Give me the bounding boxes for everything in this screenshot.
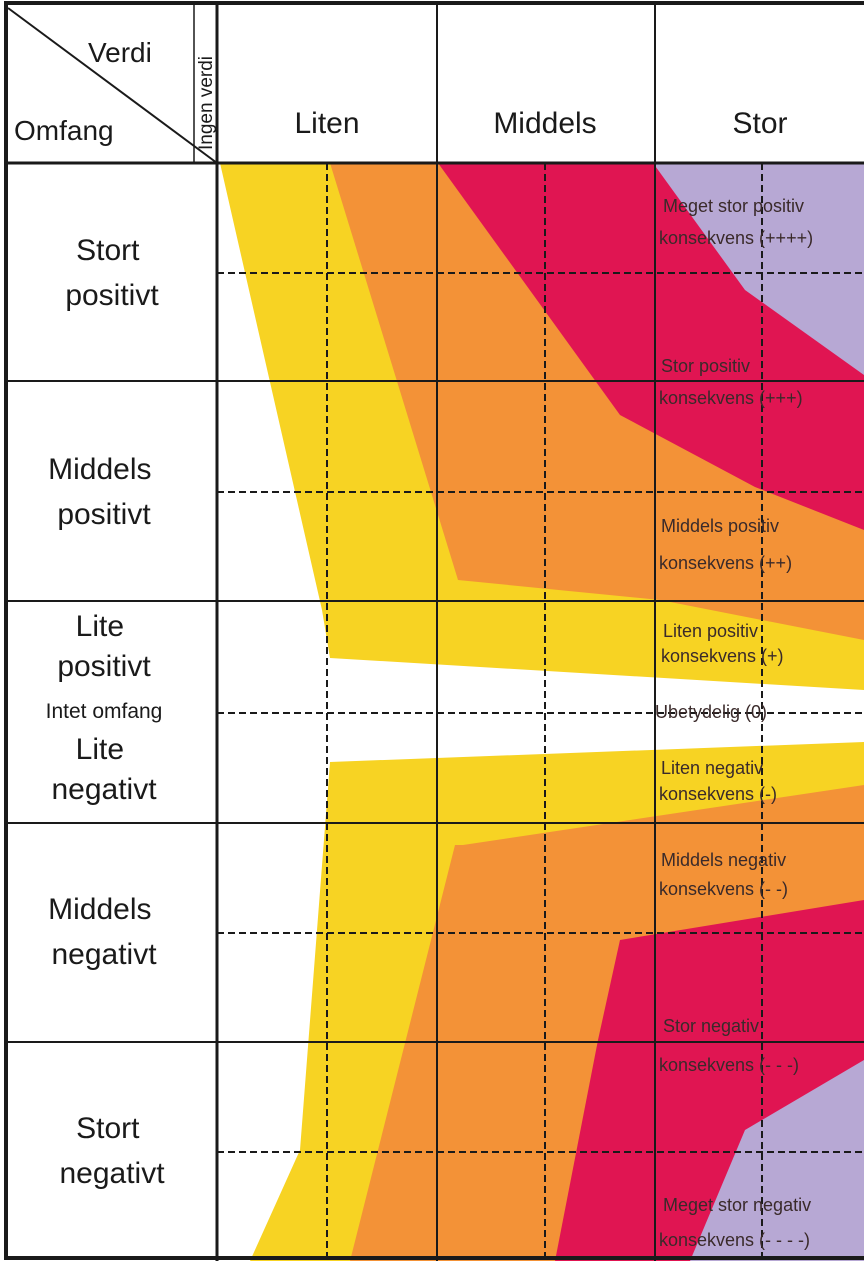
meget-stor-negativ-zone (690, 1060, 864, 1261)
positive-zones (220, 163, 864, 690)
outer-border (4, 1, 864, 1260)
zone-label-stor-negativ: Stor negativ konsekvens (- - -) (659, 1016, 799, 1075)
zone-label-middels-negativ: Middels negativ konsekvens (- -) (659, 850, 791, 899)
row-label-intet-omfang: Intet omfang (46, 700, 163, 723)
column-header-liten: Liten (294, 107, 359, 140)
corner-label-omfang: Omfang (14, 115, 114, 146)
zone-label-meget-stor-positiv: Meget stor positiv konsekvens (++++) (659, 196, 813, 248)
corner-diagonal (7, 7, 218, 164)
zone-label-liten-negativ: Liten negativ konsekvens (-) (659, 758, 777, 804)
zone-label-meget-stor-negativ: Meget stor negativ konsekvens (- - - -) (659, 1195, 816, 1250)
zone-label-liten-positiv: Liten positiv konsekvens (+) (661, 621, 784, 666)
zone-label-stor-positiv: Stor positiv konsekvens (+++) (659, 356, 803, 408)
row-label-lite-positivt: Lite positivt (57, 610, 151, 683)
row-label-middels-positivt: Middels positivt (48, 453, 160, 531)
column-header-stor: Stor (732, 107, 787, 140)
grid (4, 1, 864, 1261)
corner-label-verdi: Verdi (88, 37, 152, 68)
corner-label-ingen-verdi: Ingen verdi (196, 56, 217, 150)
meget-stor-positiv-zone (653, 163, 864, 375)
column-header-middels: Middels (493, 107, 596, 140)
row-label-stort-negativt: Stort negativt (59, 1112, 165, 1190)
dashed-grid (217, 163, 864, 1261)
zone-label-ubetydelig: Ubetydelig (0) (655, 702, 767, 722)
zone-label-middels-positiv: Middels positiv konsekvens (++) (659, 516, 792, 573)
negative-zones (250, 742, 864, 1261)
row-label-middels-negativt: Middels negativt (48, 893, 160, 971)
row-label-stort-positivt: Stort positivt (65, 234, 159, 312)
row-label-lite-negativt: Lite negativt (51, 733, 157, 806)
